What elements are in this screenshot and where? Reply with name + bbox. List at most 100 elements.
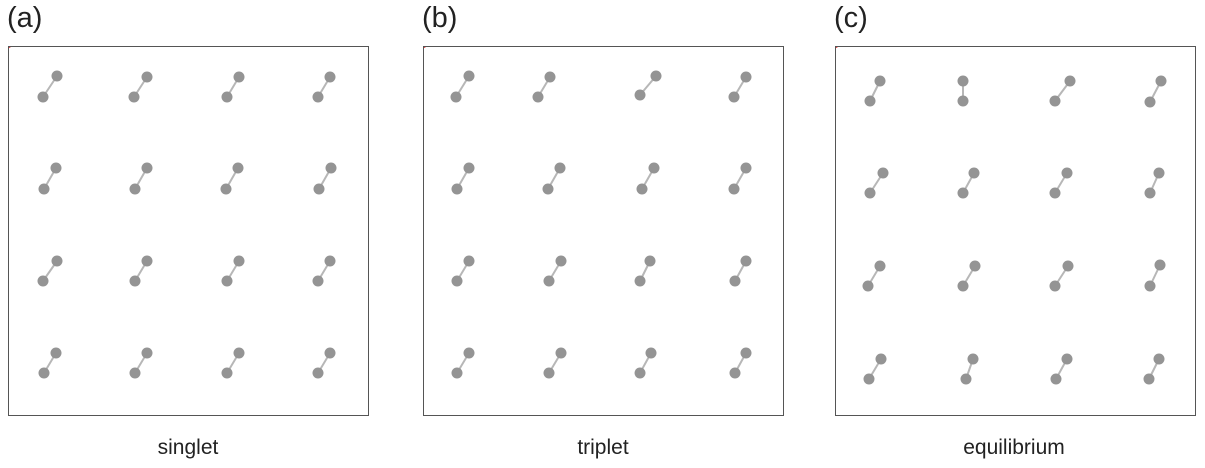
atom [325, 162, 337, 174]
atom-pair [1144, 259, 1166, 292]
atom-pair [1143, 353, 1165, 385]
atom [740, 162, 752, 174]
atom-pair [957, 167, 980, 199]
atom [1144, 96, 1156, 108]
atom-pair [37, 70, 63, 103]
panel-c-caption: equilibrium [963, 436, 1065, 459]
atom-pair [38, 162, 62, 195]
atom-pair [634, 70, 662, 101]
atom [233, 255, 245, 267]
atom-pair [864, 167, 889, 199]
atom-pair [451, 347, 475, 379]
atom [729, 275, 741, 287]
atom [969, 260, 981, 272]
atom [220, 183, 232, 195]
atom [1143, 373, 1155, 385]
atom [532, 91, 544, 103]
atom-pair [634, 255, 656, 287]
atom [38, 183, 50, 195]
atom [313, 183, 325, 195]
atom [645, 347, 657, 359]
atom-pair [1049, 167, 1073, 199]
atom [463, 347, 475, 359]
atom-pair [129, 162, 153, 195]
atom [957, 187, 969, 199]
atom-pair [38, 347, 62, 379]
atom [543, 367, 555, 379]
atom-pair [543, 347, 567, 379]
atom [37, 275, 49, 287]
atom-pair [960, 353, 979, 385]
atom-pair [728, 71, 752, 103]
panel-c-frame [835, 46, 1196, 416]
atom [129, 275, 141, 287]
atom [1064, 75, 1076, 87]
atom [644, 255, 656, 267]
atom [555, 347, 567, 359]
atom [1153, 353, 1165, 365]
atom-pair [1049, 260, 1074, 292]
atom [37, 91, 49, 103]
atom [555, 255, 567, 267]
atom [1050, 373, 1062, 385]
atom-pair [312, 71, 336, 103]
atom [874, 260, 886, 272]
atom [221, 275, 233, 287]
panel-b-frame [423, 46, 784, 416]
atom [1155, 75, 1167, 87]
atom [1061, 353, 1073, 365]
atom [544, 71, 556, 83]
atom [957, 95, 969, 107]
atom-pair [543, 255, 567, 287]
atom [968, 167, 980, 179]
atom [636, 183, 648, 195]
atom-pair [129, 347, 153, 379]
atom [728, 91, 740, 103]
atom [864, 95, 876, 107]
atom [141, 347, 153, 359]
atom [634, 89, 646, 101]
atom [50, 162, 62, 174]
panel-a-plot [37, 70, 337, 379]
atom [957, 75, 969, 87]
atom [862, 280, 874, 292]
atom-pair [221, 347, 245, 379]
atom [634, 275, 646, 287]
atom [728, 183, 740, 195]
atom-pair [1049, 75, 1076, 107]
atom-pair [451, 162, 475, 195]
panel-a-frame [8, 46, 369, 416]
panel-c-label: (c) [834, 2, 868, 34]
atom-pair [634, 347, 657, 379]
atom-pair [862, 260, 886, 292]
atom [463, 255, 475, 267]
atom [324, 255, 336, 267]
atom [129, 367, 141, 379]
atom-pair [313, 162, 337, 195]
atom [648, 162, 660, 174]
atom [877, 167, 889, 179]
atom [232, 162, 244, 174]
atom-pair [1144, 75, 1167, 108]
atom [554, 162, 566, 174]
atom [129, 183, 141, 195]
atom [450, 91, 462, 103]
atom [1144, 280, 1156, 292]
atom [740, 255, 752, 267]
atom [740, 71, 752, 83]
atom-pair [220, 162, 244, 195]
atom-pair [129, 255, 153, 287]
atom [967, 353, 979, 365]
atom [312, 91, 324, 103]
atom-pair [221, 255, 245, 287]
atom [463, 70, 475, 82]
panel-b-plot [450, 70, 752, 379]
atom-pair [957, 260, 981, 292]
atom-pair [451, 255, 475, 287]
atom [634, 367, 646, 379]
atom [324, 347, 336, 359]
atom [463, 162, 475, 174]
atom [543, 275, 555, 287]
atom [960, 373, 972, 385]
atom [1049, 187, 1061, 199]
